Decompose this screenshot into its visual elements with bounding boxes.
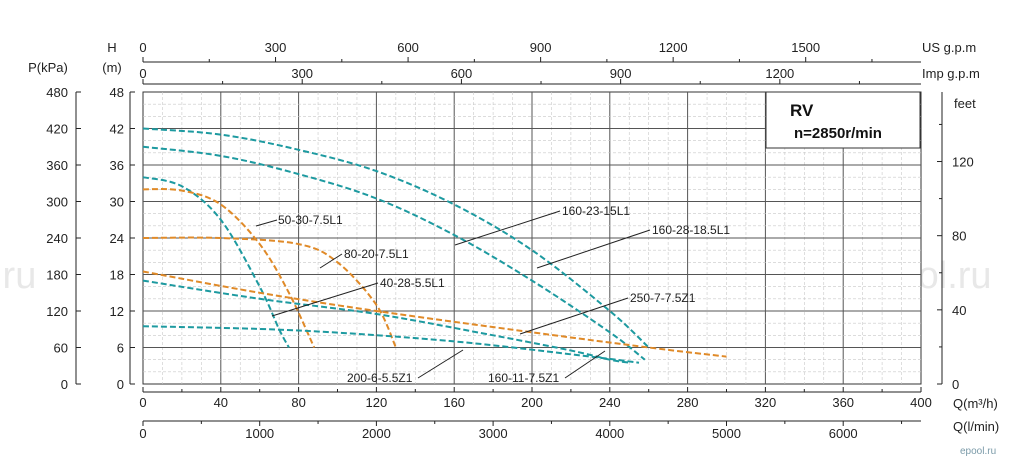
x-axis-lmin-tick-label: 4000: [595, 426, 624, 441]
curves-layer: [142, 127, 727, 364]
x-axis-impgpm-tick-label: 0: [139, 66, 146, 81]
y-axis-pressure-tick-label: 180: [46, 268, 68, 283]
x-axis-impgpm-tick-label: 300: [291, 66, 313, 81]
x-axis-usgpm-tick-label: 1200: [659, 40, 688, 55]
y-axis-pressure-tick-label: 120: [46, 304, 68, 319]
y-axis-head-tick-label: 30: [110, 195, 124, 210]
x-axis-lmin-tick-label: 3000: [479, 426, 508, 441]
x-axis-m3h-tick-label: 80: [291, 395, 305, 410]
x-axis-usgpm-label: US g.p.m: [922, 40, 976, 55]
leader-line-50-30-7.5L1: [255, 219, 278, 227]
curve-labels: 160-23-15L1 160-28-18.5L1 50-30-7.5L1 80-20…: [278, 204, 730, 385]
watermark-text: .ru: [0, 255, 36, 297]
x-axis-lmin-tick-label: 2000: [362, 426, 391, 441]
curve-label-160-23-15L1: 160-23-15L1: [562, 204, 630, 218]
x-axis-m3h-tick-label: 160: [443, 395, 465, 410]
x-axis-lmin-tick-label: 6000: [829, 426, 858, 441]
x-axis-usgpm-tick-label: 600: [397, 40, 419, 55]
y-axis-head-tick-label: 24: [110, 231, 124, 246]
y-axis-pressure-label: P(kPa): [28, 60, 68, 75]
x-axis-m3h-tick-label: 320: [755, 395, 777, 410]
y-axis-feet-tick-label: 0: [952, 377, 959, 392]
leader-lines: [255, 210, 651, 379]
x-axis-m3h-tick-label: 400: [910, 395, 932, 410]
y-axis-pressure-tick-label: 60: [54, 341, 68, 356]
x-axis-m3h-tick-label: 120: [366, 395, 388, 410]
curve-160-28-18.5L1: [142, 145, 646, 361]
y-axis-head-tick-label: 48: [110, 85, 124, 100]
x-axis-lmin-label: Q(l/min): [953, 419, 999, 434]
x-axis-m3h-tick-label: 240: [599, 395, 621, 410]
axes: 0 40 80 120 160 200 240 280 320 360 400 Q(m³/h)0 100…: [28, 40, 999, 441]
curve-250-7-7.5Z1: [142, 279, 630, 364]
chart-subtitle: n=2850r/min: [794, 125, 882, 142]
x-axis-lmin-tick-label: 5000: [712, 426, 741, 441]
x-axis-lmin-tick-label: 0: [139, 426, 146, 441]
leader-line-250-7-7.5Z1: [519, 297, 629, 335]
leader-line-160-23-15L1: [454, 210, 561, 246]
y-axis-pressure-tick-label: 0: [61, 377, 68, 392]
curve-label-200-6-5.5Z1: 200-6-5.5Z1: [347, 371, 413, 385]
curve-label-50-30-7.5L1: 50-30-7.5L1: [278, 213, 343, 227]
x-axis-m3h-label: Q(m³/h): [953, 396, 998, 411]
curve-160-23-15L1: [142, 127, 650, 349]
corner-watermark: epool.ru: [960, 446, 996, 457]
y-axis-pressure-tick-label: 360: [46, 158, 68, 173]
curve-label-40-28-5.5L1: 40-28-5.5L1: [380, 276, 445, 290]
y-axis-head-tick-label: 0: [117, 377, 124, 392]
y-axis-head-tick-label: 12: [110, 304, 124, 319]
curve-label-80-20-7.5L1: 80-20-7.5L1: [344, 247, 409, 261]
y-axis-head-tick-label: 36: [110, 158, 124, 173]
title-box: RV n=2850r/min: [765, 91, 921, 149]
x-axis-impgpm-tick-label: 900: [610, 66, 632, 81]
leader-line-160-11-7.5Z1: [564, 350, 606, 379]
y-axis-feet-label: feet: [954, 96, 976, 111]
curve-50-30-7.5L1: [142, 188, 316, 348]
curve-200-6-5.5Z1: [142, 325, 640, 364]
leader-line-80-20-7.5L1: [319, 253, 343, 269]
x-axis-usgpm-tick-label: 900: [530, 40, 552, 55]
y-axis-pressure-tick-label: 240: [46, 231, 68, 246]
y-axis-head-tick-label: 6: [117, 341, 124, 356]
x-axis-lmin-tick-label: 1000: [245, 426, 274, 441]
y-axis-pressure-tick-label: 300: [46, 195, 68, 210]
leader-line-200-6-5.5Z1: [417, 349, 464, 379]
curve-label-160-28-18.5L1: 160-28-18.5L1: [652, 223, 730, 237]
title-box-frame: [765, 91, 921, 149]
x-axis-m3h-tick-label: 40: [214, 395, 228, 410]
x-axis-usgpm-tick-label: 1500: [791, 40, 820, 55]
y-axis-pressure-tick-label: 480: [46, 85, 68, 100]
y-axis-head-tick-label: 42: [110, 122, 124, 137]
y-axis-head-unit: (m): [102, 60, 122, 75]
y-axis-feet-tick-label: 40: [952, 303, 966, 318]
curve-40-28-5.5L1: [142, 270, 727, 358]
grid: [142, 91, 922, 385]
y-axis-pressure-tick-label: 420: [46, 122, 68, 137]
curve-label-250-7-7.5Z1: 250-7-7.5Z1: [630, 291, 696, 305]
x-axis-impgpm-tick-label: 1200: [765, 66, 794, 81]
x-axis-usgpm-tick-label: 0: [139, 40, 146, 55]
x-axis-m3h-tick-label: 0: [139, 395, 146, 410]
leader-line-40-28-5.5L1: [271, 282, 379, 317]
curve-label-160-11-7.5Z1: 160-11-7.5Z1: [488, 371, 559, 385]
curve-50-30-7.5L1: [142, 176, 290, 348]
y-axis-head-label: H: [107, 40, 116, 55]
leader-line-160-28-18.5L1: [536, 229, 651, 269]
x-axis-impgpm-label: Imp g.p.m: [922, 66, 980, 81]
y-axis-feet-tick-label: 80: [952, 229, 966, 244]
x-axis-m3h-tick-label: 280: [677, 395, 699, 410]
x-axis-usgpm-tick-label: 300: [265, 40, 287, 55]
y-axis-head-tick-label: 18: [110, 268, 124, 283]
x-axis-impgpm-tick-label: 600: [451, 66, 473, 81]
x-axis-m3h-tick-label: 200: [521, 395, 543, 410]
x-axis-m3h-tick-label: 360: [832, 395, 854, 410]
y-axis-feet-tick-label: 120: [952, 155, 974, 170]
curve-80-20-7.5L1: [142, 236, 397, 348]
chart-title: RV: [790, 101, 814, 120]
